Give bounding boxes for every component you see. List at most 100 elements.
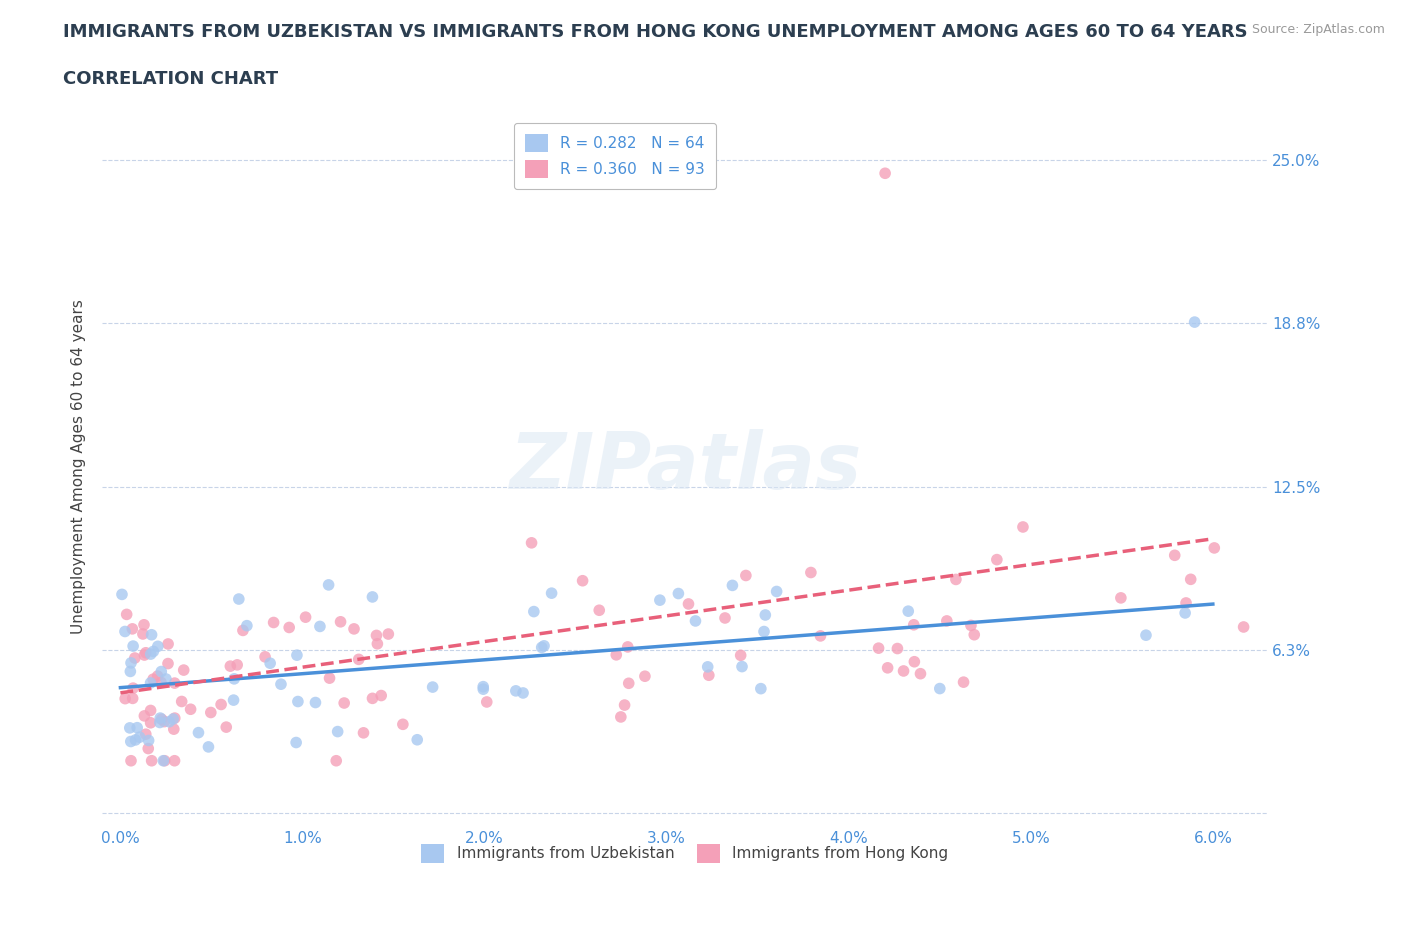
Point: [163, 722, 186, 737]
Point: [285, 735, 308, 750]
Point: [124, 733, 146, 748]
Point: [162, 711, 184, 726]
Point: [472, 679, 495, 694]
Point: [370, 688, 392, 703]
Point: [353, 725, 375, 740]
Point: [1109, 591, 1132, 605]
Point: [142, 671, 165, 686]
Point: [139, 646, 162, 661]
Point: [127, 720, 149, 735]
Point: [228, 591, 250, 606]
Point: [111, 587, 134, 602]
Point: [121, 691, 143, 706]
Point: [309, 619, 332, 634]
Point: [897, 604, 920, 618]
Point: [325, 753, 347, 768]
Point: [765, 584, 787, 599]
Point: [366, 628, 388, 643]
Point: [406, 732, 429, 747]
Point: [139, 675, 162, 690]
Point: [141, 628, 163, 643]
Point: [146, 669, 169, 684]
Text: IMMIGRANTS FROM UZBEKISTAN VS IMMIGRANTS FROM HONG KONG UNEMPLOYMENT AMONG AGES : IMMIGRANTS FROM UZBEKISTAN VS IMMIGRANTS…: [63, 23, 1249, 41]
Point: [734, 568, 756, 583]
Point: [392, 717, 415, 732]
Point: [886, 641, 908, 656]
Point: [120, 734, 142, 749]
Point: [752, 624, 775, 639]
Point: [1233, 619, 1256, 634]
Point: [149, 711, 172, 725]
Point: [714, 610, 737, 625]
Point: [960, 618, 983, 632]
Point: [224, 671, 246, 686]
Point: [153, 753, 176, 768]
Point: [163, 753, 186, 768]
Point: [893, 663, 915, 678]
Point: [616, 640, 638, 655]
Point: [810, 629, 832, 644]
Point: [685, 614, 707, 629]
Point: [149, 715, 172, 730]
Point: [648, 592, 671, 607]
Point: [475, 695, 498, 710]
Point: [150, 711, 173, 726]
Point: [1204, 540, 1226, 555]
Point: [287, 694, 309, 709]
Point: [754, 607, 776, 622]
Point: [180, 702, 202, 717]
Point: [270, 677, 292, 692]
Point: [329, 615, 352, 630]
Point: [1180, 572, 1202, 587]
Point: [361, 691, 384, 706]
Point: [135, 645, 157, 660]
Point: [134, 647, 156, 662]
Point: [259, 656, 281, 671]
Text: CORRELATION CHART: CORRELATION CHART: [63, 70, 278, 87]
Point: [422, 680, 444, 695]
Point: [153, 714, 176, 729]
Point: [678, 596, 700, 611]
Point: [610, 710, 633, 724]
Point: [138, 733, 160, 748]
Point: [347, 652, 370, 667]
Point: [505, 684, 527, 698]
Point: [114, 691, 136, 706]
Point: [588, 603, 610, 618]
Point: [226, 658, 249, 672]
Point: [928, 681, 950, 696]
Point: [1184, 314, 1206, 329]
Point: [731, 659, 754, 674]
Point: [472, 682, 495, 697]
Point: [134, 709, 156, 724]
Point: [318, 671, 340, 685]
Point: [141, 753, 163, 768]
Point: [152, 753, 174, 768]
Point: [366, 636, 388, 651]
Legend: Immigrants from Uzbekistan, Immigrants from Hong Kong: Immigrants from Uzbekistan, Immigrants f…: [415, 838, 955, 869]
Point: [730, 648, 752, 663]
Point: [634, 669, 657, 684]
Point: [120, 656, 142, 671]
Point: [533, 638, 555, 653]
Point: [945, 572, 967, 587]
Point: [157, 636, 180, 651]
Point: [617, 676, 640, 691]
Point: [156, 657, 179, 671]
Point: [361, 590, 384, 604]
Point: [1175, 595, 1198, 610]
Point: [121, 621, 143, 636]
Point: [530, 640, 553, 655]
Point: [209, 698, 232, 712]
Point: [986, 552, 1008, 567]
Point: [1164, 548, 1187, 563]
Point: [197, 739, 219, 754]
Point: [876, 660, 898, 675]
Point: [868, 641, 890, 656]
Point: [952, 674, 974, 689]
Point: [377, 627, 399, 642]
Point: [668, 586, 690, 601]
Point: [278, 620, 301, 635]
Point: [118, 721, 141, 736]
Point: [155, 671, 177, 686]
